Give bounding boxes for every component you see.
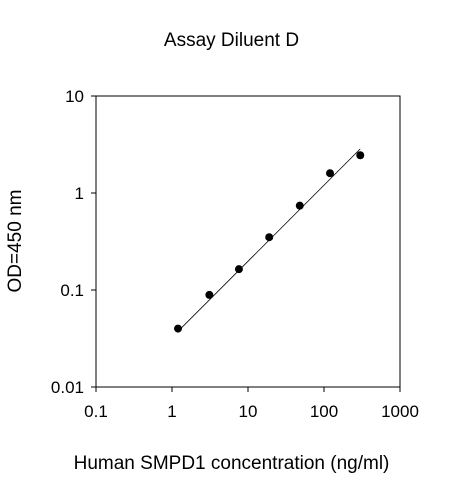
x-tick-label: 1 [167, 402, 176, 421]
y-tick-label: 0.1 [60, 281, 84, 300]
data-point [356, 151, 365, 160]
data-point [174, 324, 183, 333]
chart-title: Assay Diluent D [163, 30, 300, 51]
data-point [265, 233, 274, 242]
x-tick-label: 10 [239, 402, 258, 421]
axes [95, 95, 401, 388]
data-point [205, 290, 214, 299]
data-point [234, 265, 243, 274]
x-tick-label: 0.1 [84, 402, 108, 421]
data-point [295, 201, 304, 210]
y-tick-label: 1 [75, 184, 84, 203]
data-points [174, 151, 365, 333]
y-tick-label: 10 [65, 87, 84, 106]
x-axis-label: Human SMPD1 concentration (ng/ml) [73, 453, 390, 474]
x-axis-ticks: 0.1 1 10 100 1000 [84, 387, 419, 421]
y-axis-label: OD=450 nm [5, 189, 26, 293]
data-point [326, 169, 335, 178]
x-tick-label: 100 [310, 402, 338, 421]
y-axis-ticks: 0.01 0.1 1 10 [51, 87, 96, 397]
y-tick-label: 0.01 [51, 378, 84, 397]
x-tick-label: 1000 [381, 402, 419, 421]
plot-frame [95, 95, 401, 388]
